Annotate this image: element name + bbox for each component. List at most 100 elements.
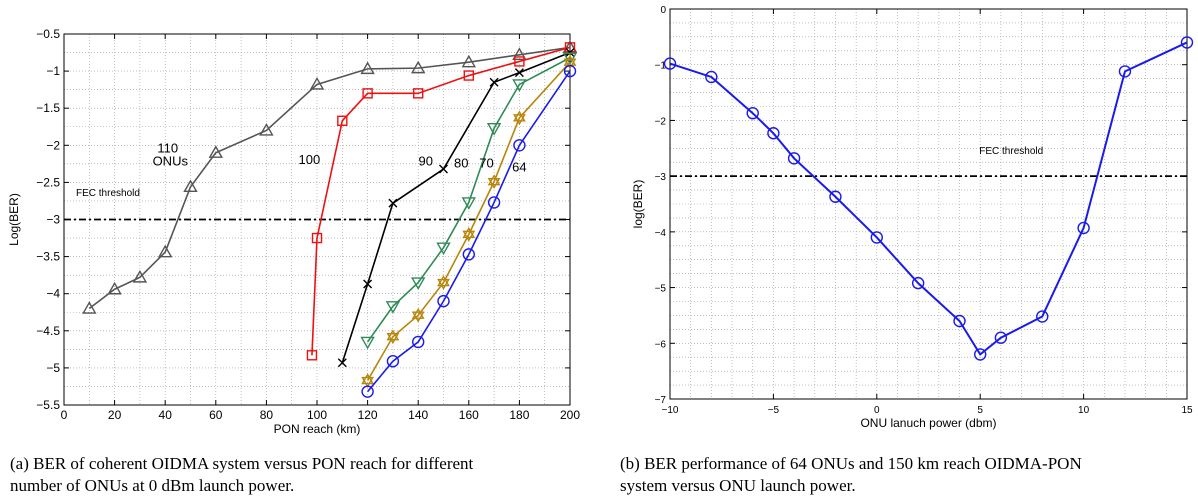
x-tick-label: 160 [459,408,479,422]
series-80 [360,52,578,350]
x-tick-label: −5 [768,405,780,416]
data-point-part [411,311,425,323]
data-point-part [487,174,501,186]
data-point [514,68,524,78]
data-point [363,279,373,289]
caption-b-line1: (b) BER performance of 64 ONUs and 150 k… [620,454,1082,473]
data-point [413,88,424,99]
data-point [563,64,577,78]
x-tick-label: 40 [159,408,173,422]
x-tick-label: 140 [408,408,428,422]
y-tick-label: −5.5 [36,398,60,412]
data-point [870,231,883,244]
data-point [259,123,274,136]
y-tick-label: −1 [655,61,667,72]
data-point-part [512,114,526,126]
data-point [437,275,450,290]
data-point [489,77,499,87]
data-point [487,174,501,190]
y-tick-label: −1 [46,64,60,78]
data-point [487,196,501,209]
data-point [385,301,401,314]
x-tick-label: 15 [1181,405,1193,416]
data-point [337,358,347,368]
series-ber [663,36,1194,361]
data-point [410,60,426,74]
data-point [439,164,448,174]
x-tick-label: 0 [61,408,68,422]
annotation-label: ONUs [153,153,189,168]
y-axis-label: log(BER) [631,180,645,229]
data-point-part [563,58,577,70]
data-point [953,314,966,328]
caption-a-line2: number of ONUs at 0 dBm launch power. [10,476,295,495]
chart-panel-a: 0 20 40 60 80 100 120 140 160 180 200 −5.5 −5 −4.5 −4 −… [7,27,580,436]
y-tick-label: −2.5 [36,175,60,189]
data-point-part [361,373,375,385]
data-point [311,232,323,244]
caption-a-line1: (a) BER of coherent OIDMA system versus … [10,454,474,473]
data-point [157,244,173,258]
x-tick-label: 100 [307,408,327,422]
data-point [309,77,325,90]
data-point [337,115,348,127]
data-point-part [386,329,400,341]
data-point [386,329,400,345]
data-point [974,348,987,361]
data-point-part [361,376,375,388]
x-tick-label: 80 [260,408,274,422]
series-70 [361,54,577,388]
series-110-onus [82,39,578,314]
data-point [463,70,474,81]
data-point [746,106,759,120]
data-point [911,276,925,290]
data-point [994,331,1008,344]
axes-frame [669,8,1188,400]
y-tick-label: −2 [46,138,60,152]
data-point [386,355,400,368]
annotation-label: 70 [479,156,493,171]
data-point-part [411,307,425,319]
x-tick-label: 5 [977,405,983,416]
data-point [562,52,578,66]
y-tick-label: −3 [655,172,667,183]
data-point [787,152,801,165]
data-point [410,277,426,290]
y-tick-label: −4 [655,228,667,239]
x-axis-label: ONU lanuch power (dbm) [860,416,996,430]
data-point [767,127,780,140]
data-point [512,47,527,60]
y-tick-label: −5 [46,361,60,375]
x-tick-label: 10 [1078,405,1090,416]
data-point [486,123,502,136]
data-point [437,294,450,308]
y-tick-label: −1.5 [36,101,60,115]
x-tick-label: −10 [662,405,679,416]
data-point [829,190,842,203]
y-axis-label: Log(BER) [7,193,21,246]
annotation-label: 110 [157,141,178,156]
data-point-part [462,230,476,242]
data-point-part [437,278,450,290]
data-point-part [487,177,501,190]
data-point [411,307,425,323]
data-point [107,281,122,295]
data-point [306,350,318,361]
y-tick-label: −2 [655,116,667,127]
data-point [462,248,475,261]
data-point [132,269,148,283]
series-line [88,46,571,310]
series-line [311,46,571,356]
data-point [514,56,525,67]
annotation-label: 80 [454,156,468,171]
data-point [513,139,526,152]
x-tick-label: 200 [560,408,580,422]
annotation-label: 90 [419,153,433,168]
data-point-part [437,275,450,287]
x-tick-label: 20 [108,408,122,422]
data-point [208,145,224,158]
y-tick-label: −5 [655,284,667,295]
data-point [461,54,477,68]
